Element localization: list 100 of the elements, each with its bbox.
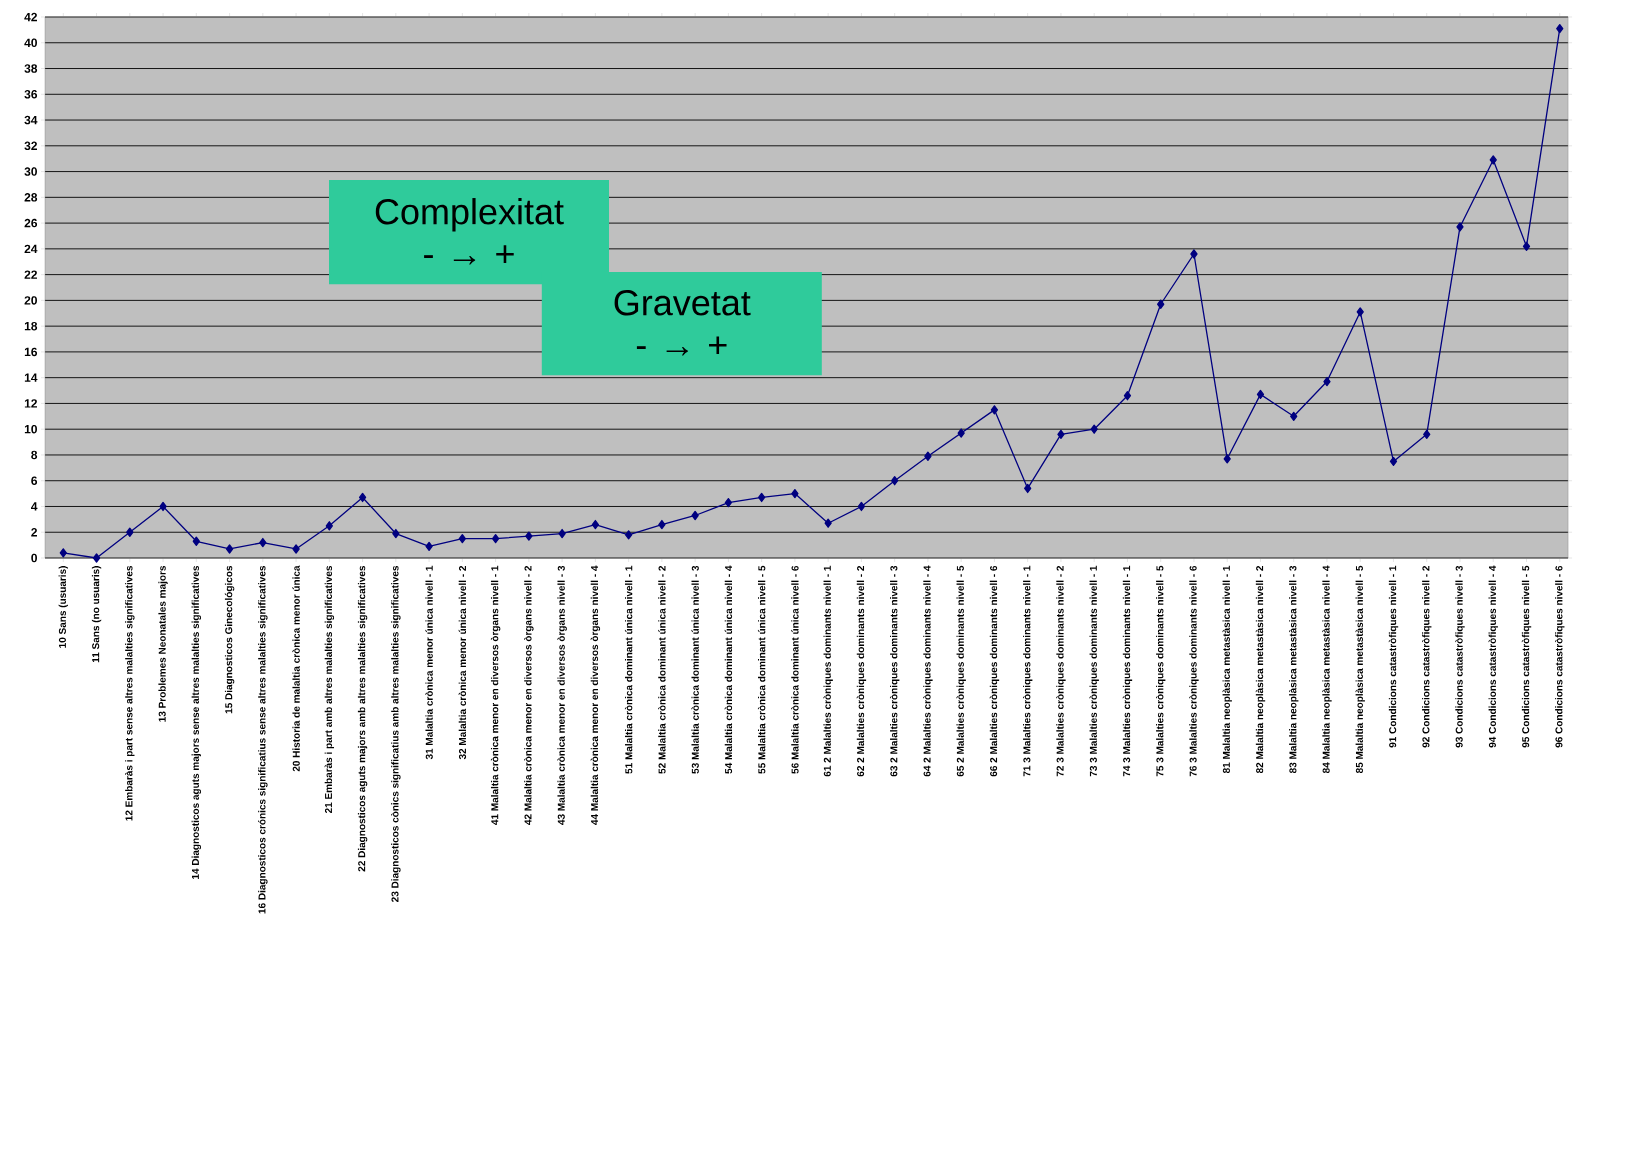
x-tick-label: 64 2 Malalties cròniques dominants nivell - 4 (923, 565, 933, 777)
point (1290, 411, 1298, 421)
y-tick-label: 42 (24, 12, 37, 22)
point (1556, 23, 1564, 34)
y-tick-label: 36 (24, 90, 38, 99)
y-tick-label: 22 (24, 270, 37, 279)
point (757, 492, 766, 503)
point (525, 531, 533, 541)
x-tick-label: 81 Malaltia neoplàsica metastàsica nivell - 1 (1222, 565, 1232, 774)
point (491, 534, 500, 544)
point (1423, 429, 1431, 439)
x-tick-label: 31 Malaltia crònica menor única nivell - 1 (425, 565, 433, 760)
point (292, 544, 300, 554)
point (1024, 483, 1032, 494)
point (1456, 222, 1464, 232)
x-tick-label: 11 Sans (no usuaris) (91, 566, 102, 663)
x-tick-label: 85 Malaltia neoplàsica metastàsica nivell - 5 (1355, 565, 1365, 774)
y-tick-label: 40 (24, 38, 37, 48)
y-tick-label: 8 (31, 450, 38, 460)
x-tick-label: 76 3 Malalties cròniques dominants nivell - 6 (1189, 565, 1199, 777)
x-tick-label: 73 3 Malalties cròniques dominants nivell - 1 (1089, 565, 1099, 777)
point (1522, 241, 1531, 251)
x-tick-label: 96 Condicions catastròfiques nivell - 6 (1555, 565, 1565, 748)
y-tick-label: 2 (31, 528, 37, 537)
x-tick-label: 93 Condicions catastròfiques nivell - 3 (1455, 565, 1465, 748)
x-tick-label: 44 Malaltia crònica menor en diversos òrgans nivell - 4 (590, 565, 601, 825)
x-tick-label: 20 Historia de malaltia crònica menor única (292, 565, 300, 772)
x-tick-label: 91 Condicions catastròfiques nivell - 1 (1388, 565, 1399, 748)
point (857, 501, 866, 512)
y-tick-label: 6 (31, 476, 38, 485)
x-tick-label: 42 Malaltia crònica menor en diversos òrgans nivell - 2 (524, 565, 534, 825)
x-tick-label: 65 2 Malalties cròniques dominants nivell - 5 (956, 565, 966, 777)
point (59, 548, 67, 558)
point (724, 497, 733, 508)
point (1190, 249, 1198, 259)
point (259, 537, 267, 548)
x-tick-label: 63 2 Malalties cròniques dominants nivell - 3 (889, 565, 900, 777)
point (624, 530, 633, 540)
point (824, 518, 832, 528)
point (458, 534, 466, 544)
x-tick-label: 75 3 Malalties cròniques dominants nivell - 5 (1156, 565, 1166, 777)
x-tick-label: 84 Malaltia neoplàsica metastàsica nivell - 4 (1322, 565, 1332, 774)
y-tick-label: 30 (24, 167, 37, 176)
y-tick-label: 4 (31, 502, 38, 511)
x-tick-label: 13 Problemes Neonatales majors (158, 565, 168, 722)
y-tick-label: 24 (24, 244, 38, 254)
x-tick-label: 23 Diagnosticos cònics significatius amb altres malalties significatives (391, 565, 401, 902)
point (1123, 391, 1132, 401)
x-tick-label: 95 Condicions catastròfiques nivell - 5 (1521, 565, 1532, 748)
x-tick-label: 55 Malaltia crònica dominant única nivell - 5 (757, 565, 766, 774)
x-tick-label: 72 3 Malalties cròniques dominants nivell - 2 (1056, 565, 1066, 777)
x-tick-label: 94 Condicions catastròfiques nivell - 4 (1488, 565, 1498, 748)
y-tick-label: 12 (24, 399, 37, 408)
y-tick-label: 16 (24, 347, 38, 357)
x-tick-label: 10 Sans (usuaris) (58, 566, 68, 648)
x-tick-label: 15 Diagnosticos Ginecológicos (224, 565, 235, 714)
x-tick-label: 14 Diagnosticos aguts majors sense altres malalties significatives (191, 565, 201, 879)
y-tick-label: 14 (24, 373, 38, 382)
y-tick-label: 32 (24, 141, 37, 151)
x-tick-label: 16 Diagnosticos crónics significatius sense altres malalties significatives (258, 565, 268, 914)
y-tick-label: 10 (24, 424, 37, 434)
annotation: Gravetat - → + (614, 290, 751, 356)
x-tick-label: 53 Malaltia crònica dominant única nivell - 3 (691, 565, 699, 774)
point (990, 405, 999, 415)
point (658, 519, 666, 530)
annotation: Complexitat - → + (375, 198, 564, 265)
point (1090, 424, 1098, 434)
point (392, 528, 400, 539)
x-tick-label: 21 Embaràs i part amb altres malalties significatives (324, 565, 335, 814)
point (225, 544, 234, 554)
y-tick-label: 34 (24, 115, 38, 125)
point (325, 521, 333, 531)
y-tick-label: 0 (31, 553, 37, 563)
point (1389, 456, 1398, 467)
y-tick-label: 28 (24, 193, 38, 202)
x-tick-label: 54 Malaltia crònica dominant única nivell - 4 (724, 565, 733, 774)
point (1157, 299, 1165, 309)
point (924, 451, 932, 461)
point (691, 510, 699, 521)
x-tick-label: 82 Malaltia neoplàsica metastàsica nivell - 2 (1255, 565, 1266, 774)
point (192, 536, 200, 546)
x-tick-label: 62 2 Malalties cròniques dominants nivell - 2 (856, 565, 867, 777)
point (591, 519, 600, 530)
x-tick-label: 66 2 Malalties cròniques dominants nivell - 6 (989, 565, 1000, 777)
point (1223, 454, 1231, 464)
x-tick-label: 83 Malaltia neoplàsica metastàsica nivell - 3 (1289, 565, 1299, 774)
x-tick-label: 12 Embaràs i part sense altres malalties significatives (125, 565, 135, 821)
point (891, 476, 899, 486)
point (957, 428, 965, 438)
x-tick-label: 41 Malaltia crònica menor en diversos òrgans nivell - 1 (490, 565, 501, 825)
x-tick-label: 71 3 Malalties cròniques dominants nivell - 1 (1022, 565, 1033, 777)
point (558, 528, 566, 539)
x-tick-label: 22 Diagnosticos aguts majors amb altres malalties significatives (357, 565, 368, 872)
point (92, 553, 101, 563)
x-tick-label: 56 Malaltia crònica dominant única nivell - 6 (791, 565, 799, 774)
y-tick-label: 18 (24, 321, 38, 331)
y-tick-label: 38 (24, 64, 38, 73)
point (1489, 155, 1497, 165)
x-tick-label: 74 3 Malalties cròniques dominants nivell - 1 (1122, 565, 1133, 777)
point (791, 488, 799, 499)
